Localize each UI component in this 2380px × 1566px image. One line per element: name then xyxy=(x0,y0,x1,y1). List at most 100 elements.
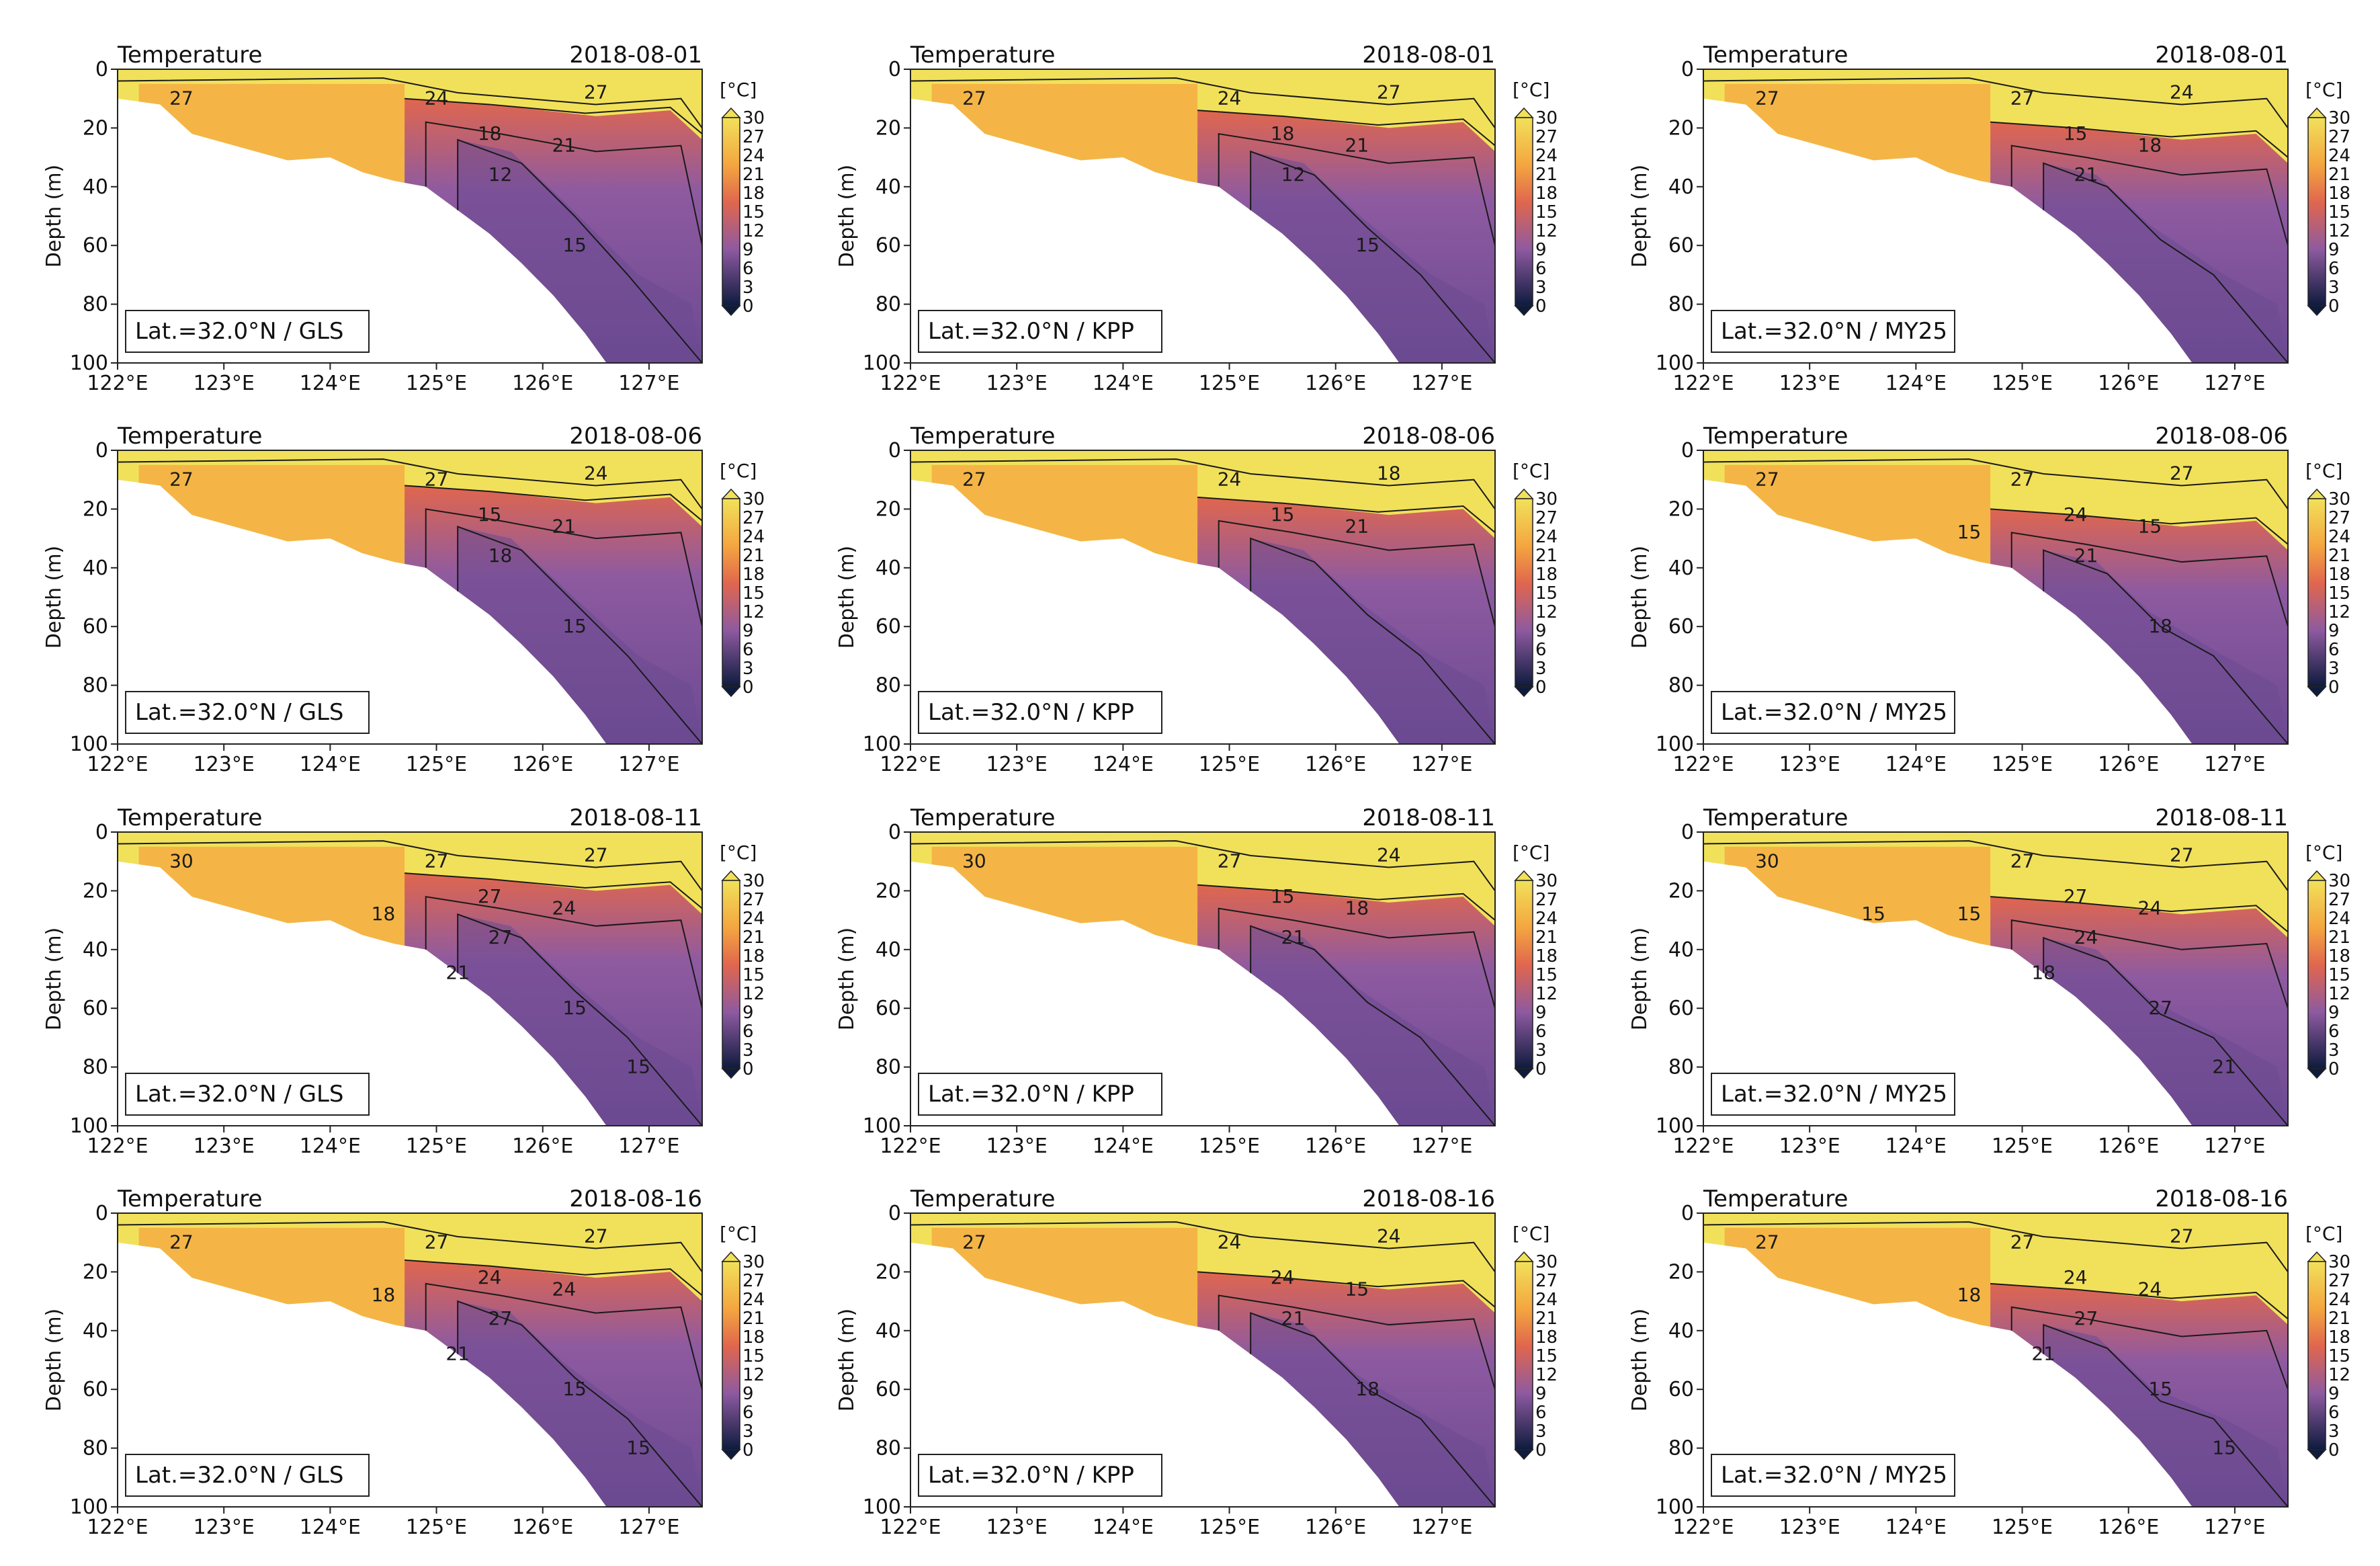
colorbar-tick-label: 15 xyxy=(742,202,765,222)
y-tick-label: 60 xyxy=(876,615,901,638)
colorbar-tick-label: 30 xyxy=(742,108,765,128)
contour-label: 30 xyxy=(962,850,986,872)
x-tick-label: 122°E xyxy=(1672,1135,1734,1158)
colorbar-tick-label: 9 xyxy=(2328,1003,2340,1023)
x-tick-label: 126°E xyxy=(512,1516,573,1539)
contour-line xyxy=(1990,121,2288,158)
y-tick-label: 0 xyxy=(1681,821,1694,844)
colorbar-tick-label: 27 xyxy=(2328,1271,2350,1291)
contour-label: 27 xyxy=(584,1225,608,1247)
panel-title: Temperature xyxy=(910,805,1055,831)
x-tick-label: 126°E xyxy=(1305,1135,1366,1158)
plot-frame xyxy=(1703,69,2289,364)
panel-label: Lat.=32.0°N / GLS xyxy=(135,699,343,726)
colorbar-tick-label: 12 xyxy=(1535,984,1558,1004)
contour-label: 21 xyxy=(1281,1307,1306,1329)
shelf-warm-band xyxy=(931,83,1198,187)
y-tick-label: 20 xyxy=(83,497,108,521)
shelf-warm-band xyxy=(1724,83,1991,187)
temperature-field: 27 27 24 15 18 21 xyxy=(1703,69,2288,363)
x-tick-label: 126°E xyxy=(2098,1135,2159,1158)
panel-date: 2018-08-16 xyxy=(569,1186,702,1212)
panel-label: Lat.=32.0°N / MY25 xyxy=(1721,1462,1947,1489)
colorbar-tick-label: 0 xyxy=(742,1059,754,1079)
y-axis-label: Depth (m) xyxy=(42,165,66,268)
y-tick-label: 0 xyxy=(888,1202,901,1225)
contour-label: 24 xyxy=(1218,87,1242,109)
contour-label: 24 xyxy=(1218,1231,1242,1253)
colorbar-tick-label: 27 xyxy=(2328,508,2350,528)
panel-label-box xyxy=(1711,1454,1955,1497)
colorbar-tick-label: 0 xyxy=(742,677,754,698)
contour-line xyxy=(910,840,1495,891)
colorbar-tick-label: 6 xyxy=(742,1403,754,1423)
x-tick-label: 126°E xyxy=(1305,372,1366,395)
y-tick-label: 0 xyxy=(95,58,108,81)
panel-label-box xyxy=(125,1454,370,1497)
contour-line xyxy=(910,458,1495,509)
contour-label: 27 xyxy=(425,1231,449,1253)
x-tick-label: 125°E xyxy=(1199,753,1260,776)
contour-label: 18 xyxy=(2031,962,2055,984)
temperature-field: 27 24 27 18 21 12 15 xyxy=(118,69,702,363)
contour-label: 27 xyxy=(425,850,449,872)
temperature-field: 27 24 18 15 21 xyxy=(910,450,1495,744)
y-tick-label: 100 xyxy=(863,1114,901,1138)
colorbar-tick-label: 24 xyxy=(742,909,765,929)
colorbar-tick-label: 21 xyxy=(1535,928,1558,948)
colorbar-tick-label: 0 xyxy=(2328,1059,2340,1079)
colorbar-tick-label: 3 xyxy=(2328,659,2340,679)
y-tick-label: 0 xyxy=(888,821,901,844)
contour-line xyxy=(118,1221,702,1272)
x-tick-label: 124°E xyxy=(1885,753,1947,776)
x-tick-label: 127°E xyxy=(2204,372,2265,395)
x-tick-label: 124°E xyxy=(1093,372,1154,395)
colorbar-unit: [°C] xyxy=(1513,841,1549,864)
contour-label: 12 xyxy=(488,163,513,186)
y-tick-label: 100 xyxy=(1656,1495,1694,1519)
contour-line xyxy=(1703,1221,2288,1272)
panel-title: Temperature xyxy=(910,1186,1055,1212)
colorbar-bottom-arrow xyxy=(721,1449,741,1460)
contour-line xyxy=(425,508,702,627)
plot-frame xyxy=(1703,1212,2289,1508)
contour-label: 24 xyxy=(552,1278,577,1300)
x-tick-label: 126°E xyxy=(2098,1516,2159,1539)
colorbar-tick-label: 12 xyxy=(2328,602,2350,622)
panel-label-box xyxy=(1711,1073,1955,1116)
x-tick-label: 126°E xyxy=(2098,753,2159,776)
contour-label: 21 xyxy=(445,1343,470,1365)
contour-label: 15 xyxy=(562,997,587,1019)
x-tick-label: 124°E xyxy=(300,372,361,395)
y-tick-label: 100 xyxy=(1656,733,1694,756)
colorbar-tick-label: 18 xyxy=(2328,183,2350,204)
colorbar-unit: [°C] xyxy=(2305,1223,2342,1245)
colorbar-tick-label: 24 xyxy=(1535,527,1558,547)
shelf-warm-band xyxy=(138,1227,405,1331)
y-tick-label: 80 xyxy=(1668,1056,1694,1079)
temperature-field: 30 27 27 27 24 24 27 15 18 21 15 xyxy=(1703,832,2288,1126)
y-tick-label: 40 xyxy=(1668,1319,1694,1343)
contour-label: 21 xyxy=(2074,544,2098,567)
x-tick-label: 125°E xyxy=(406,1135,467,1158)
panel-label: Lat.=32.0°N / KPP xyxy=(928,1462,1134,1489)
contour-line xyxy=(2043,162,2288,363)
panel-label: Lat.=32.0°N / KPP xyxy=(928,318,1134,345)
colorbar-tick-label: 21 xyxy=(2328,928,2350,948)
temperature-field: 27 24 27 18 21 12 15 xyxy=(910,69,1495,363)
panel-title: Temperature xyxy=(1703,42,1848,69)
y-tick-label: 20 xyxy=(876,497,901,521)
colorbar-tick-label: 21 xyxy=(2328,1309,2350,1329)
plot-frame xyxy=(117,69,703,364)
contour-label: 27 xyxy=(488,1307,513,1329)
colorbar-tick-label: 0 xyxy=(2328,1440,2340,1460)
contour-label: 15 xyxy=(2138,515,2162,537)
y-tick-label: 60 xyxy=(1668,997,1694,1020)
colorbar-unit: [°C] xyxy=(720,1223,757,1245)
panel-label-box xyxy=(125,1073,370,1116)
y-tick-label: 20 xyxy=(83,116,108,140)
y-axis-label: Depth (m) xyxy=(835,928,859,1031)
colorbar-tick-label: 18 xyxy=(1535,946,1558,966)
